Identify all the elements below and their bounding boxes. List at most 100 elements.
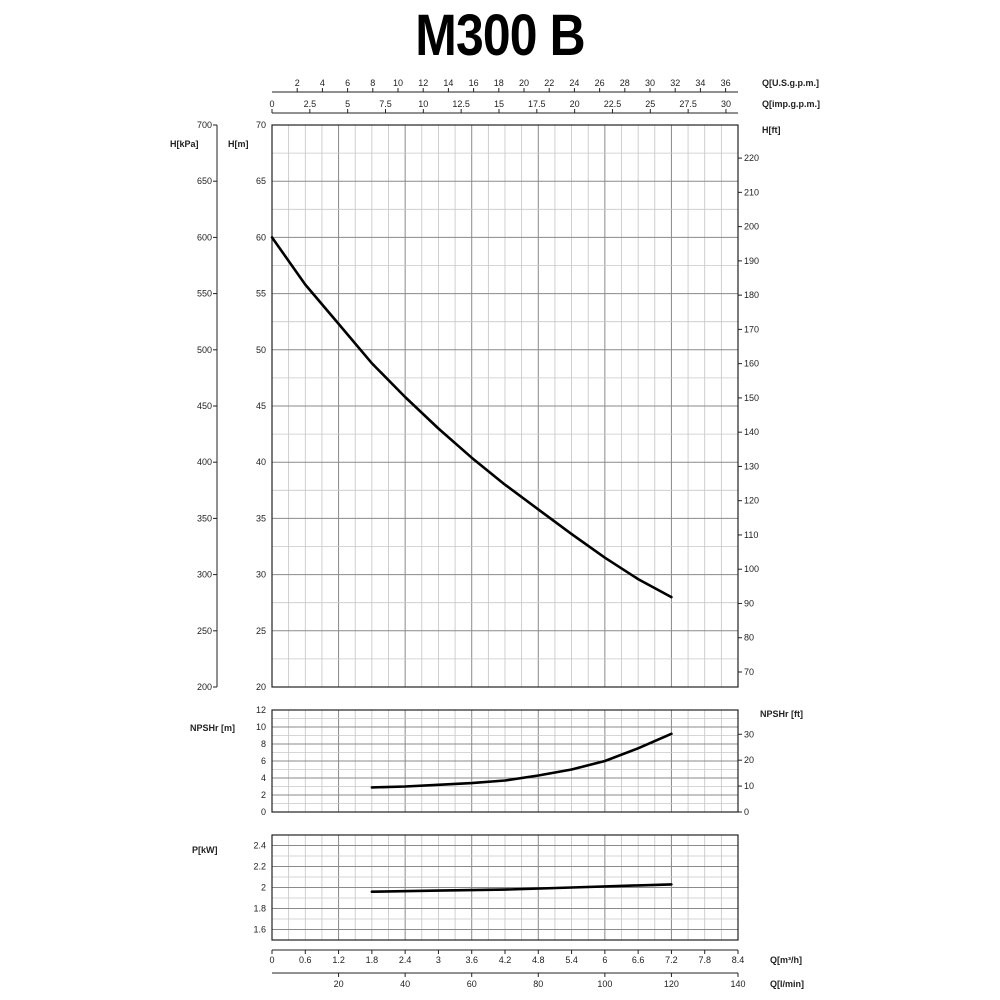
npsh-ft-axis-tick-label: 20 — [744, 755, 754, 765]
power-y-tick-label: 2.2 — [253, 862, 266, 872]
bottom-axis-tick-label: 2.4 — [399, 955, 412, 965]
head-y-tick-label: 20 — [256, 682, 266, 692]
ft-axis-tick-label: 150 — [744, 393, 759, 403]
npsh-ft-axis-tick-label: 30 — [744, 729, 754, 739]
top-axis-tick-label: 4 — [320, 78, 325, 88]
npsh-y-tick-label: 0 — [261, 807, 266, 817]
top-axis-tick-label: 15 — [494, 99, 504, 109]
top-axis-tick-label: 12 — [418, 78, 428, 88]
top-axis-tick-label: 14 — [443, 78, 453, 88]
ft-axis-tick-label: 80 — [744, 633, 754, 643]
bottom-axis-tick-label: 0 — [269, 955, 274, 965]
kpa-axis-tick-label: 300 — [197, 570, 212, 580]
ft-axis-tick-label: 140 — [744, 427, 759, 437]
bottom-axis-tick-label: 1.2 — [332, 955, 345, 965]
top-axis-tick-label: 17.5 — [528, 99, 546, 109]
top-axis-tick-label: 28 — [620, 78, 630, 88]
power-y-axis-label: P[kW] — [192, 845, 218, 855]
bottom-axis-tick-label: 7.2 — [665, 955, 678, 965]
kpa-axis-tick-label: 700 — [197, 120, 212, 130]
npsh-curve — [370, 732, 673, 789]
npsh-y-axis-label: NPSHr [m] — [190, 723, 235, 733]
ft-axis-tick-label: 200 — [744, 222, 759, 232]
ft-axis-label: H[ft] — [762, 125, 781, 135]
bottom-axis-tick-label: 4.8 — [532, 955, 545, 965]
ft-axis-tick-label: 220 — [744, 153, 759, 163]
ft-axis-tick-label: 90 — [744, 598, 754, 608]
kpa-axis-tick-label: 250 — [197, 626, 212, 636]
top-axis-tick-label: 36 — [721, 78, 731, 88]
top-axis-tick-label: 7.5 — [379, 99, 392, 109]
head-y-tick-label: 25 — [256, 626, 266, 636]
power-y-tick-label: 1.6 — [253, 925, 266, 935]
top-axis-tick-label: 18 — [494, 78, 504, 88]
top-axis-tick-label: 20 — [570, 99, 580, 109]
bottom-axis-tick-label: 1.8 — [366, 955, 379, 965]
power-y-tick-label: 2 — [261, 883, 266, 893]
head-y-axis-label: H[m] — [228, 139, 249, 149]
kpa-axis-tick-label: 500 — [197, 345, 212, 355]
ft-axis-tick-label: 100 — [744, 564, 759, 574]
npsh-plot-frame — [271, 709, 739, 813]
top-axis-tick-label: 22.5 — [604, 99, 622, 109]
ft-axis-tick-label: 170 — [744, 324, 759, 334]
power-y-tick-label: 1.8 — [253, 904, 266, 914]
top-axis-label: Q[imp.g.p.m.] — [762, 99, 820, 109]
top-axis-tick-label: 0 — [269, 99, 274, 109]
kpa-axis-tick-label: 650 — [197, 176, 212, 186]
head-y-tick-label: 70 — [256, 120, 266, 130]
top-axis-tick-label: 24 — [569, 78, 579, 88]
bottom-axis-tick-label: 60 — [467, 979, 477, 989]
top-axis-tick-label: 12.5 — [452, 99, 470, 109]
top-axis-tick-label: 8 — [370, 78, 375, 88]
bottom-axis-tick-label: 20 — [334, 979, 344, 989]
bottom-axis-tick-label: 3 — [436, 955, 441, 965]
chart-title: M300 B — [415, 3, 585, 68]
top-axis-tick-label: 26 — [595, 78, 605, 88]
head-y-tick-label: 40 — [256, 457, 266, 467]
npsh-ft-axis-label: NPSHr [ft] — [760, 709, 803, 719]
bottom-axis-tick-label: 4.2 — [499, 955, 512, 965]
head-curve — [270, 236, 673, 599]
bottom-axis-tick-label: 100 — [597, 979, 612, 989]
bottom-axis-tick-label: 5.4 — [565, 955, 578, 965]
bottom-axis-tick-label: 3.6 — [465, 955, 478, 965]
bottom-axis-tick-label: 80 — [533, 979, 543, 989]
npsh-y-tick-label: 2 — [261, 790, 266, 800]
top-axis-tick-label: 34 — [695, 78, 705, 88]
top-axis-tick-label: 2.5 — [304, 99, 317, 109]
head-y-tick-label: 65 — [256, 176, 266, 186]
head-y-tick-label: 55 — [256, 289, 266, 299]
top-axis-tick-label: 6 — [345, 78, 350, 88]
kpa-axis-tick-label: 600 — [197, 232, 212, 242]
top-axis-tick-label: 25 — [645, 99, 655, 109]
npsh-y-tick-label: 8 — [261, 739, 266, 749]
ft-axis-tick-label: 70 — [744, 667, 754, 677]
head-y-tick-label: 30 — [256, 570, 266, 580]
head-y-tick-label: 35 — [256, 513, 266, 523]
power-plot-frame — [271, 834, 739, 941]
bottom-axis-tick-label: 120 — [664, 979, 679, 989]
npsh-ft-axis-tick-label: 0 — [744, 807, 749, 817]
bottom-axis-tick-label: 6 — [602, 955, 607, 965]
npsh-y-tick-label: 4 — [261, 773, 266, 783]
npsh-ft-axis-tick-label: 10 — [744, 781, 754, 791]
power-y-tick-label: 2.4 — [253, 841, 266, 851]
head-y-tick-label: 45 — [256, 401, 266, 411]
bottom-axis-tick-label: 8.4 — [732, 955, 745, 965]
top-axis-tick-label: 10 — [418, 99, 428, 109]
bottom-axis-tick-label: 0.6 — [299, 955, 312, 965]
ft-axis-tick-label: 180 — [744, 290, 759, 300]
top-axis-tick-label: 30 — [645, 78, 655, 88]
ft-axis-tick-label: 130 — [744, 461, 759, 471]
ft-axis-tick-label: 190 — [744, 256, 759, 266]
npsh-y-tick-label: 6 — [261, 756, 266, 766]
top-axis-tick-label: 16 — [469, 78, 479, 88]
top-axis-label: Q[U.S.g.p.m.] — [762, 78, 819, 88]
kpa-axis-tick-label: 400 — [197, 457, 212, 467]
npsh-y-tick-label: 10 — [256, 722, 266, 732]
ft-axis-tick-label: 110 — [744, 530, 758, 540]
ft-axis-tick-label: 160 — [744, 359, 759, 369]
kpa-axis-tick-label: 550 — [197, 289, 212, 299]
